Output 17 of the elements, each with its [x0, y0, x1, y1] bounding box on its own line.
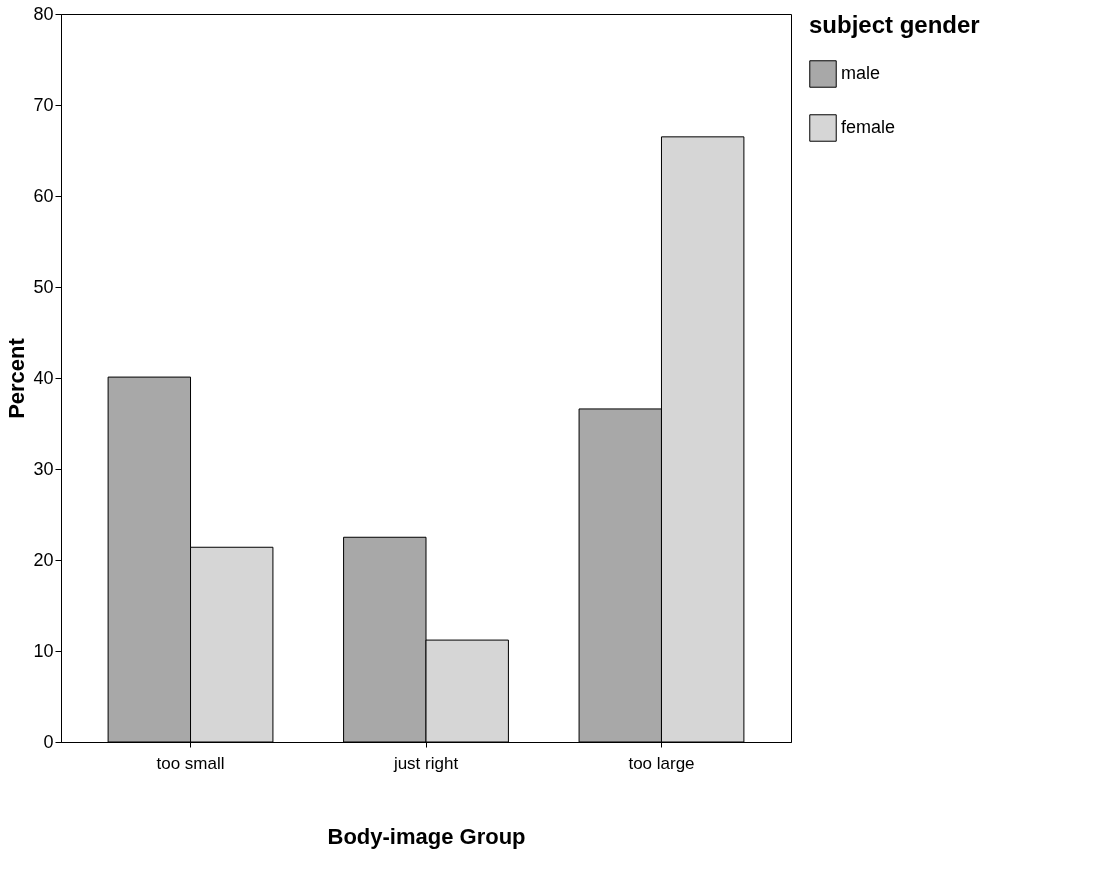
y-tick-label: 50 — [33, 276, 54, 297]
legend-label: female — [841, 117, 896, 137]
x-tick-label: too large — [628, 753, 695, 773]
y-tick-label: 60 — [33, 185, 54, 206]
legend-label: male — [841, 63, 881, 83]
y-tick-label: 80 — [33, 3, 54, 24]
y-tick-label: 10 — [33, 640, 54, 661]
y-tick-label: 0 — [43, 731, 54, 752]
y-tick-label: 40 — [33, 367, 54, 388]
y-tick-label: 20 — [33, 549, 54, 570]
x-axis-title: Body-image Group — [327, 823, 526, 849]
x-tick-label: just right — [392, 753, 459, 773]
y-tick-label: 30 — [33, 458, 54, 479]
x-tick-label: too small — [156, 753, 225, 773]
y-axis-title: Percent — [4, 337, 30, 419]
legend-title: subject gender — [809, 11, 980, 38]
y-tick-label: 70 — [33, 94, 54, 115]
